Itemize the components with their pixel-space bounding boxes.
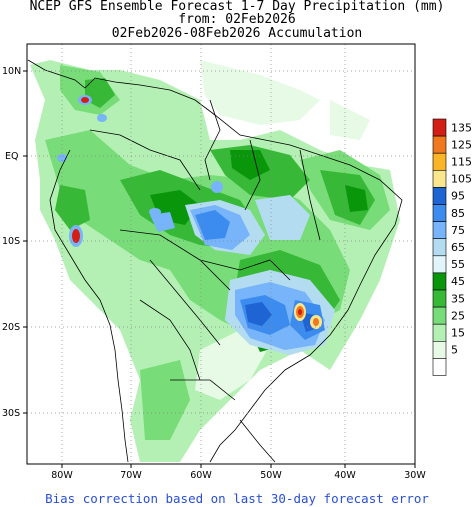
coastline-borders xyxy=(27,59,403,463)
latitude-labels: 10N EQ 10S 20S 30S xyxy=(2,66,27,419)
legend-label: 125 xyxy=(451,138,472,151)
legend-swatch xyxy=(432,238,447,257)
precip-hot-spots xyxy=(57,95,322,329)
footer-note: Bias correction based on last 30-day for… xyxy=(45,491,429,506)
map-frame xyxy=(26,43,416,465)
legend-swatch xyxy=(432,340,447,359)
lon-label-60w: 60W xyxy=(190,470,212,481)
legend-swatch xyxy=(432,323,447,342)
legend-swatch xyxy=(432,187,447,205)
legend-swatch xyxy=(432,289,447,308)
legend-swatch xyxy=(432,221,447,240)
title-line-3: 02Feb2026-08Feb2026 Accumulation xyxy=(111,26,363,41)
legend-label: 5 xyxy=(451,344,458,357)
legend-label: 105 xyxy=(451,173,472,186)
lon-label-70w: 70W xyxy=(120,470,142,481)
legend-swatch xyxy=(432,135,447,154)
legend-label: 55 xyxy=(451,258,465,271)
lat-label-10s: 10S xyxy=(2,236,20,247)
legend-swatch xyxy=(432,306,447,325)
lon-label-50w: 50W xyxy=(260,470,282,481)
legend-swatch xyxy=(432,118,447,137)
map-area xyxy=(27,44,415,464)
legend-label: 75 xyxy=(451,224,465,237)
legend-swatch xyxy=(432,358,447,376)
grid xyxy=(27,44,415,464)
lon-label-30w: 30W xyxy=(404,470,426,481)
title-line-2: from: 02Feb2026 xyxy=(178,12,296,27)
lat-label-30s: 30S xyxy=(2,408,20,419)
legend-label: 35 xyxy=(451,292,465,305)
legend-swatch xyxy=(432,152,447,171)
lon-label-80w: 80W xyxy=(51,470,73,481)
lat-label-20s: 20S xyxy=(2,322,20,333)
longitude-labels: 80W 70W 60W 50W 40W 30W xyxy=(51,464,426,481)
lon-label-40w: 40W xyxy=(334,470,356,481)
legend-label: 45 xyxy=(451,275,465,288)
legend-label: 25 xyxy=(451,309,465,322)
legend-label: 135 xyxy=(451,121,472,134)
legend-swatch xyxy=(432,255,447,274)
legend-swatch xyxy=(432,272,447,291)
legend-label: 15 xyxy=(451,327,465,340)
lat-label-eq: EQ xyxy=(5,151,18,162)
legend-label: 85 xyxy=(451,207,465,220)
color-legend: 135 125 115 105 95 85 75 65 55 45 35 25 15 5 xyxy=(432,118,472,376)
title-line-1: NCEP GFS Ensemble Forecast 1-7 Day Preci… xyxy=(29,0,445,14)
legend-swatch xyxy=(432,170,447,188)
legend-label: 95 xyxy=(451,190,465,203)
lat-label-10n: 10N xyxy=(2,66,21,77)
legend-swatch xyxy=(432,204,447,222)
legend-label: 115 xyxy=(451,156,472,169)
legend-label: 65 xyxy=(451,241,465,254)
